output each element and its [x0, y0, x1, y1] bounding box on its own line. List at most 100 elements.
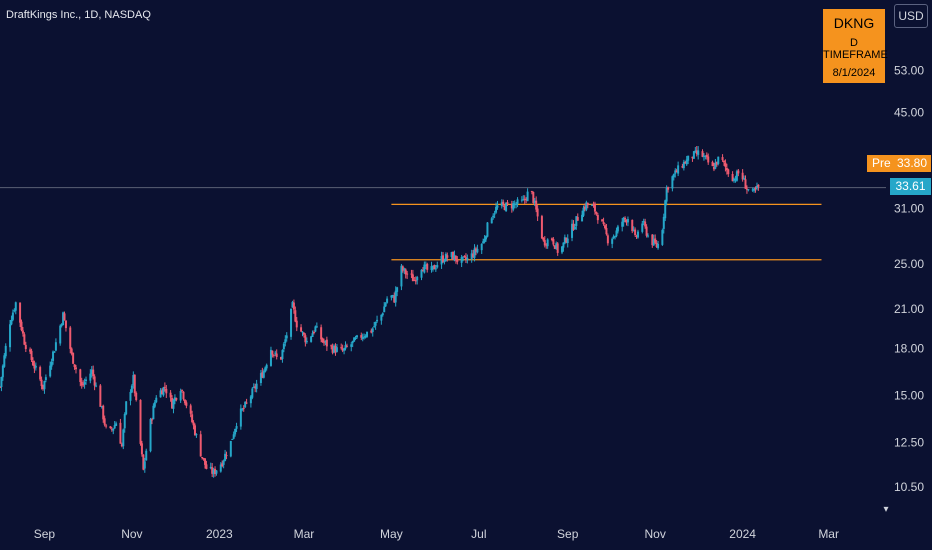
- candle-body: [274, 352, 277, 354]
- candle-body: [302, 332, 305, 335]
- candle-body: [252, 386, 255, 388]
- candle-body: [563, 237, 566, 244]
- candle-body: [85, 379, 88, 382]
- timeframe-label: D TIMEFRAME: [823, 37, 888, 61]
- candle-body: [502, 201, 505, 205]
- candle-body: [331, 346, 334, 353]
- candle-body: [195, 434, 198, 436]
- candle-body: [341, 348, 344, 351]
- candle-body: [505, 202, 508, 212]
- candle-body: [735, 171, 738, 181]
- candle-body: [657, 243, 660, 249]
- candle-body: [556, 243, 559, 253]
- candle-body: [721, 157, 724, 161]
- candle-body: [593, 203, 596, 212]
- pre-label-value: 33.80: [896, 156, 927, 170]
- candle-body: [496, 205, 499, 208]
- candle-body: [74, 367, 77, 370]
- candle-body: [344, 345, 347, 349]
- candle-body: [30, 350, 33, 360]
- candle-body: [242, 407, 245, 409]
- candle-body: [281, 350, 284, 360]
- candle-body: [149, 419, 152, 452]
- candle-body: [526, 191, 529, 202]
- candle-body: [662, 216, 665, 229]
- candle-body: [325, 339, 328, 347]
- candle-body: [626, 219, 629, 223]
- candle-body: [731, 174, 734, 182]
- candle-body: [152, 405, 155, 420]
- candle-body: [413, 280, 416, 282]
- candle-body: [550, 238, 553, 241]
- candle-body: [622, 217, 625, 223]
- candle-body: [4, 345, 7, 357]
- candle-body: [602, 221, 605, 224]
- candle-body: [463, 255, 466, 257]
- candle-body: [615, 230, 618, 237]
- candle-body: [241, 408, 244, 410]
- candle-body: [737, 170, 740, 174]
- x-tick-label: Mar: [818, 527, 839, 541]
- candle-body: [90, 369, 93, 374]
- candle-body: [510, 204, 513, 209]
- candle-body: [485, 236, 488, 240]
- date-label: 8/1/2024: [832, 67, 876, 79]
- candle-body: [611, 238, 614, 244]
- candle-body: [555, 243, 558, 249]
- candle-body: [209, 466, 212, 469]
- ticker-info-box: DKNG D TIMEFRAME 8/1/2024: [823, 9, 888, 83]
- candle-body: [29, 349, 32, 352]
- candle-body: [573, 226, 576, 230]
- candle-body: [169, 392, 172, 398]
- candle-body: [179, 390, 182, 401]
- candle-body: [404, 269, 407, 275]
- candle-body: [10, 319, 13, 325]
- candle-body: [734, 179, 737, 181]
- candle-body: [384, 303, 387, 307]
- candle-body: [483, 238, 486, 243]
- candle-body: [83, 382, 86, 385]
- candle-body: [480, 243, 483, 251]
- candle-body: [410, 273, 413, 275]
- candle-body: [606, 235, 609, 244]
- candle-body: [604, 225, 607, 229]
- candle-body: [366, 331, 369, 337]
- candle-body: [533, 200, 536, 203]
- candle-body: [340, 347, 343, 349]
- candle-body: [592, 204, 595, 206]
- candle-body: [512, 203, 515, 210]
- candle-body: [360, 335, 363, 338]
- y-tick-label: 15.00: [894, 388, 924, 402]
- candle-body: [353, 337, 356, 342]
- candle-body: [13, 310, 16, 312]
- candle-body: [219, 464, 222, 472]
- y-tick-label: 10.50: [894, 480, 924, 494]
- candle-body: [535, 200, 538, 210]
- candle-body: [442, 255, 444, 263]
- candle-body: [324, 340, 327, 342]
- candle-body: [143, 461, 146, 469]
- candle-body: [444, 253, 447, 262]
- candle-body: [139, 399, 142, 444]
- candle-body: [536, 208, 539, 217]
- candle-body: [31, 360, 34, 366]
- candle-body: [282, 343, 285, 350]
- candle-body: [320, 327, 323, 340]
- candle-body: [532, 191, 535, 203]
- candle-body: [271, 350, 274, 355]
- x-tick-label: Nov: [645, 527, 666, 541]
- candle-body: [291, 302, 294, 308]
- candle-body: [717, 156, 720, 164]
- candle-body: [682, 161, 685, 169]
- candle-body: [262, 371, 265, 378]
- candle-body: [80, 381, 83, 386]
- candle-body: [63, 313, 66, 321]
- candle-body: [201, 457, 204, 459]
- candle-body: [576, 217, 579, 221]
- x-tick-label: Sep: [34, 527, 56, 541]
- candle-body: [715, 161, 718, 165]
- candle-body: [113, 425, 116, 429]
- candle-body: [109, 426, 112, 429]
- currency-button[interactable]: USD: [894, 4, 928, 28]
